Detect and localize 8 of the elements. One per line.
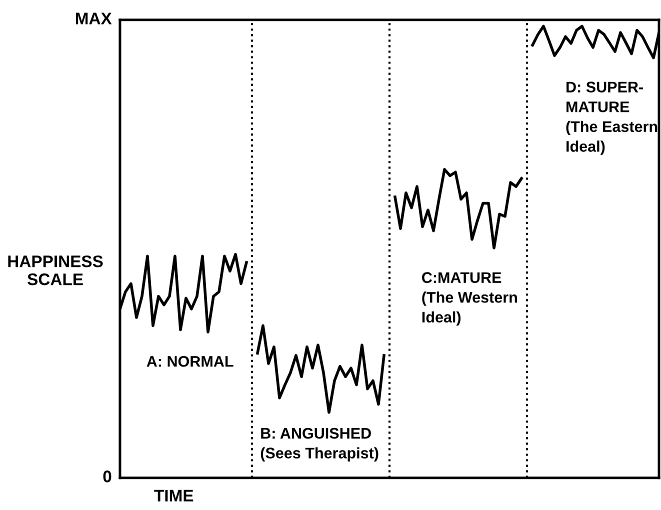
annotation: C:MATURE (The Western Ideal) (422, 272, 517, 326)
text: MAX (76, 12, 112, 24)
annotation: A: NORMAL (146, 356, 234, 367)
annotation: B: ANGUISHED (Sees Therapist) (260, 428, 378, 462)
annotation: D: SUPER- MATURE (The Eastern Ideal) (566, 82, 658, 155)
y-axis-title: HAPPINESS SCALE (8, 255, 103, 286)
text: 0 (103, 470, 112, 482)
x-axis-title: TIME (154, 490, 194, 502)
